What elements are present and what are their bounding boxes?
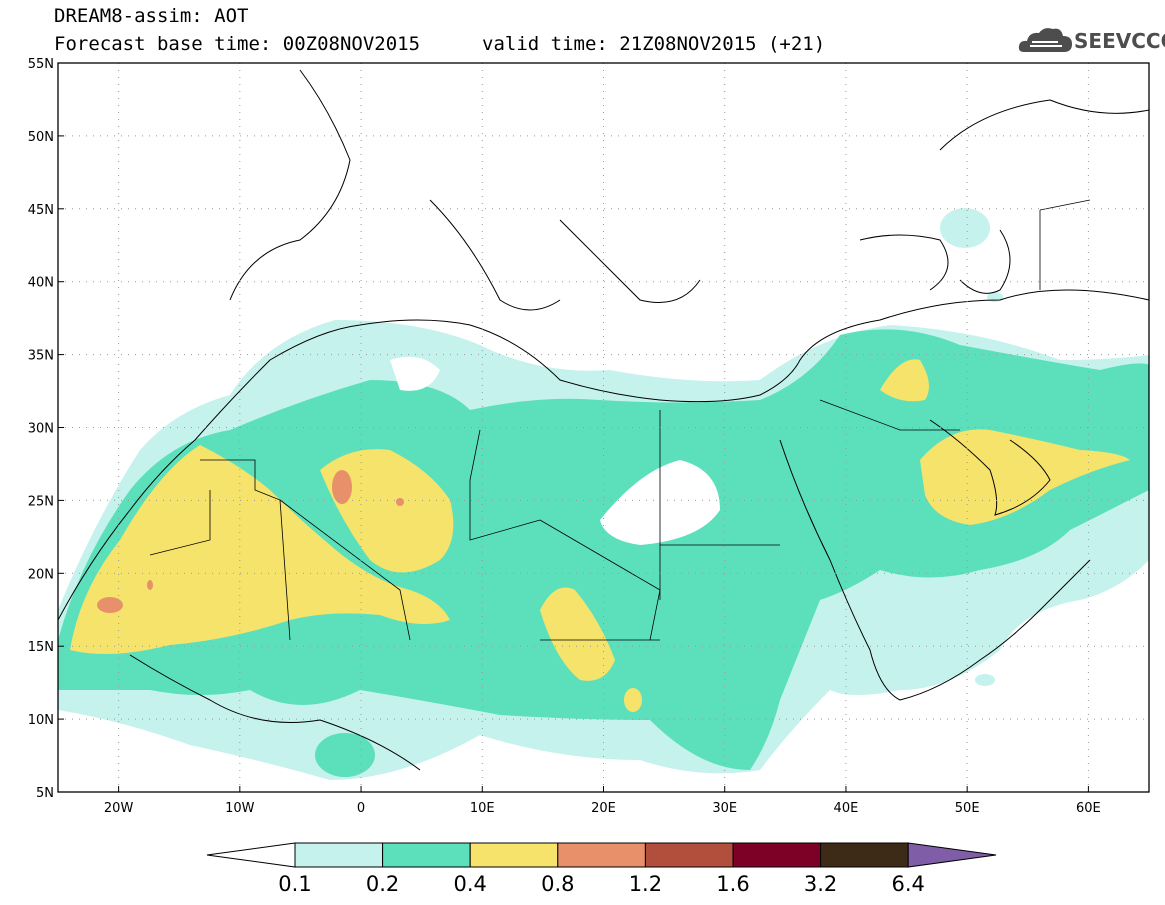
country-borders (149, 199, 1091, 641)
colorbar-boxes (206, 842, 997, 868)
coastlines (58, 69, 1149, 771)
colorbar-level-label: 3.2 (804, 872, 837, 896)
colorbar-level-label: 6.4 (891, 872, 924, 896)
colorbar-box (557, 842, 646, 868)
lon-label: 60E (1076, 801, 1101, 816)
lat-label: 35N (28, 349, 54, 364)
lon-label: 10W (225, 801, 255, 816)
colorbar-level-label: 0.8 (541, 872, 574, 896)
colorbar-box (820, 842, 909, 868)
lat-label: 30N (28, 422, 54, 437)
longitude-labels: 20W 10W 0 10E 20E 30E 40E 50E 60E (104, 786, 1101, 816)
title-line-3: valid time: 21Z08NOV2015 (+21) (482, 33, 826, 55)
lon-label: 20E (591, 801, 616, 816)
lon-label: 50E (955, 801, 980, 816)
logo-text: SEEVCCC (1074, 29, 1165, 53)
lat-label: 15N (28, 640, 54, 655)
title-line-1: DREAM8-assim: AOT (54, 5, 249, 27)
aot-level-0.2 (58, 329, 1149, 777)
colorbar-box (644, 842, 734, 868)
colorbar-level-label: 1.2 (629, 872, 662, 896)
lat-label: 40N (28, 276, 54, 291)
lat-label: 10N (28, 713, 54, 728)
lat-label: 50N (28, 130, 54, 145)
colorbar-labels: 0.1 0.2 0.4 0.8 1.2 1.6 3.2 6.4 (278, 872, 925, 896)
lat-label: 45N (28, 203, 54, 218)
colorbar-level-label: 1.6 (716, 872, 749, 896)
cloud-icon (1018, 28, 1072, 52)
colorbar-level-label: 0.4 (453, 872, 486, 896)
colorbar-high-triangle (907, 842, 997, 868)
lon-label: 20W (104, 801, 134, 816)
lon-label: 10E (470, 801, 495, 816)
lat-label: 25N (28, 494, 54, 509)
colorbar-box (732, 842, 822, 868)
lon-label: 0 (357, 801, 365, 816)
colorbar-box (469, 842, 559, 868)
colorbar-box (382, 842, 471, 868)
latitude-labels: 55N 50N 45N 40N 35N 30N 25N 20N 15N 10N 5N (28, 57, 64, 801)
title-line-2: Forecast base time: 00Z08NOV2015 (54, 33, 421, 55)
colorbar-level-label: 0.2 (366, 872, 399, 896)
colorbar-level-label: 0.1 (278, 872, 311, 896)
colorbar-low-triangle (206, 842, 296, 868)
lon-label: 30E (712, 801, 737, 816)
lat-label: 55N (28, 57, 54, 72)
aot-shading (58, 208, 1149, 780)
lon-label: 40E (834, 801, 859, 816)
lat-label: 5N (36, 786, 54, 801)
colorbar-box (294, 842, 384, 868)
seevccc-logo: SEEVCCC (1018, 24, 1165, 58)
graticule (58, 63, 1149, 792)
lat-label: 20N (28, 567, 54, 582)
aot-level-0.8 (97, 470, 404, 613)
